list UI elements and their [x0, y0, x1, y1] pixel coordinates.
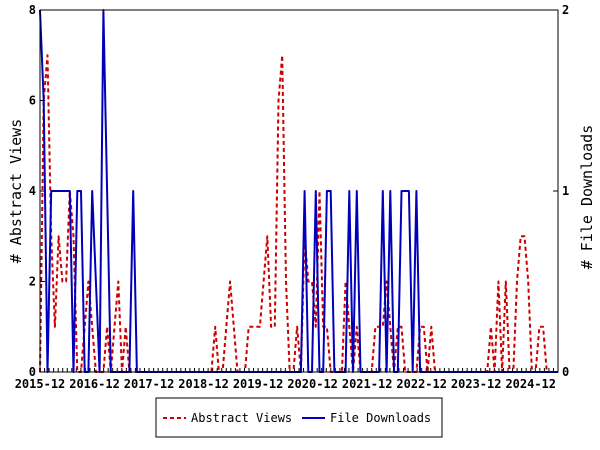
x-tick-label: 2018-12 [178, 377, 229, 391]
x-tick-label: 2017-12 [124, 377, 175, 391]
x-tick-label: 2019-12 [233, 377, 284, 391]
left-tick-label: 2 [29, 275, 36, 289]
legend-label-abstract-views: Abstract Views [191, 411, 292, 425]
right-tick-label: 2 [562, 3, 569, 17]
right-axis-ticks: 0 1 2 [553, 3, 569, 379]
series-lines [39, 9, 558, 373]
x-tick-label: 2016-12 [69, 377, 120, 391]
x-tick-label: 2015-12 [15, 377, 66, 391]
plot-frame [39, 9, 559, 373]
legend: Abstract Views File Downloads [155, 397, 443, 438]
legend-label-file-downloads: File Downloads [330, 411, 431, 425]
x-axis-tick-labels: 2015-12 2016-12 2017-12 2018-12 2019-12 2020-… [15, 377, 556, 391]
left-tick-label: 6 [29, 94, 36, 108]
left-tick-label: 0 [29, 365, 36, 379]
right-tick-label: 0 [562, 365, 569, 379]
left-tick-label: 8 [29, 3, 36, 17]
x-tick-label: 2022-12 [396, 377, 447, 391]
left-axis-title: # Abstract Views [7, 119, 25, 264]
legend-box [155, 397, 443, 438]
right-tick-label: 1 [562, 184, 569, 198]
x-tick-label: 2024-12 [505, 377, 556, 391]
x-tick-label: 2021-12 [342, 377, 393, 391]
x-tick-label: 2023-12 [451, 377, 502, 391]
series-line-file-downloads [39, 9, 558, 373]
right-axis-title: # File Downloads [578, 125, 596, 270]
series-line-abstract-views [39, 54, 558, 373]
left-tick-label: 4 [29, 184, 36, 198]
x-tick-label: 2020-12 [287, 377, 338, 391]
